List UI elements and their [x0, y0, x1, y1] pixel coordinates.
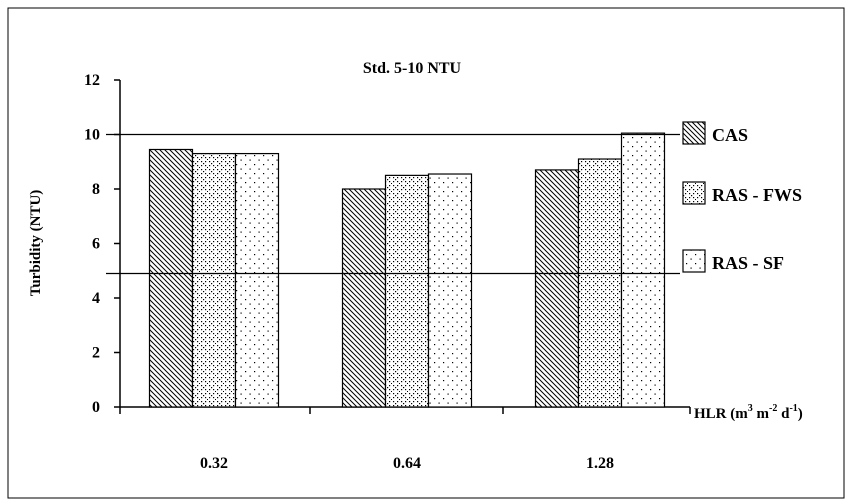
- x-label-superscript: -2: [769, 403, 777, 414]
- x-label-text: HLR (m: [694, 406, 748, 422]
- x-label-superscript: -1: [789, 403, 797, 414]
- y-tick-label: 0: [92, 399, 100, 416]
- x-label-text: d: [777, 406, 790, 422]
- legend-swatch: [683, 122, 705, 144]
- bar: [236, 154, 279, 407]
- y-tick-label: 8: [92, 181, 100, 198]
- y-tick-label: 12: [84, 72, 100, 89]
- x-label-text: ): [798, 406, 803, 422]
- x-axis-label: HLR (m3 m-2 d-1): [694, 403, 803, 422]
- x-tick-label: 0.32: [200, 455, 228, 472]
- chart: Std. 5-10 NTU Turbidity (NTU) HLR (m3 m-…: [0, 0, 846, 501]
- legend-label: RAS - FWS: [712, 185, 802, 205]
- y-tick-label: 4: [92, 290, 100, 307]
- bar: [343, 189, 386, 407]
- legend-label: RAS - SF: [712, 253, 784, 273]
- legend-swatch: [683, 250, 705, 272]
- x-label-text: m: [753, 406, 770, 422]
- bar: [150, 149, 193, 407]
- bar: [622, 133, 665, 407]
- bar: [386, 175, 429, 407]
- y-tick-label: 6: [92, 236, 100, 253]
- bar: [579, 159, 622, 407]
- chart-title: Std. 5-10 NTU: [363, 60, 462, 77]
- x-tick-label: 1.28: [586, 455, 614, 472]
- bar: [536, 170, 579, 407]
- y-tick-label: 10: [84, 127, 100, 144]
- legend-swatch: [683, 182, 705, 204]
- y-axis-label: Turbidity (NTU): [28, 190, 44, 297]
- y-tick-label: 2: [92, 345, 100, 362]
- x-tick-label: 0.64: [393, 455, 421, 472]
- legend-label: CAS: [712, 125, 748, 145]
- bar: [193, 154, 236, 407]
- bar: [429, 174, 472, 407]
